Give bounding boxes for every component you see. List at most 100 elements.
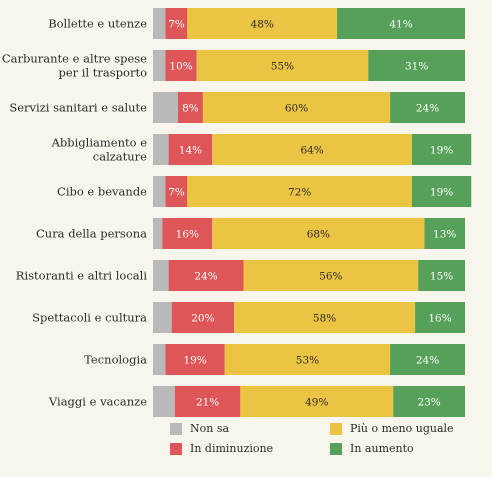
data-label: 8% bbox=[182, 103, 199, 115]
data-label: 20% bbox=[191, 313, 214, 325]
data-label: 53% bbox=[296, 355, 319, 367]
category-label: Carburante e altre spese per il trasporto bbox=[2, 52, 147, 80]
bar-segment bbox=[411, 176, 472, 207]
category-label-line: Abbigliamento e bbox=[51, 136, 148, 150]
bar-segment bbox=[153, 386, 175, 417]
data-label: 60% bbox=[285, 103, 308, 115]
data-label: 24% bbox=[416, 103, 439, 115]
legend-swatch-in-aumento bbox=[330, 442, 342, 455]
bar-segment bbox=[153, 50, 166, 81]
data-label: 15% bbox=[430, 271, 453, 283]
data-label: 31% bbox=[405, 61, 428, 73]
bar-segment bbox=[177, 92, 203, 123]
bar-segment bbox=[165, 8, 188, 39]
bar-segment bbox=[212, 218, 425, 249]
bar-segment bbox=[418, 260, 465, 291]
category-label: Servizi sanitari e salute bbox=[9, 101, 147, 115]
category-label-line: Bollette e utenze bbox=[48, 17, 147, 31]
bar-segment bbox=[415, 302, 465, 333]
bar-segment bbox=[153, 8, 166, 39]
data-label: 19% bbox=[430, 187, 453, 199]
legend-label-piu-o-meno-uguale: Più o meno uguale bbox=[350, 422, 454, 435]
category-label: Cura della persona bbox=[36, 227, 147, 241]
bar-segment bbox=[171, 302, 235, 333]
chart-legend: Non sa Più o meno uguale In diminuzione … bbox=[170, 422, 490, 462]
data-label: 14% bbox=[179, 145, 202, 157]
bar-segment bbox=[168, 260, 244, 291]
legend-label-in-diminuzione: In diminuzione bbox=[190, 442, 274, 455]
data-label: 16% bbox=[428, 313, 451, 325]
bar-segment bbox=[240, 386, 394, 417]
category-label-line: per il trasporto bbox=[58, 66, 147, 80]
data-label: 72% bbox=[288, 187, 311, 199]
category-label: Tecnologia bbox=[84, 353, 147, 367]
bar-segment bbox=[234, 302, 416, 333]
category-label-line: Ristoranti e altri locali bbox=[16, 269, 148, 283]
bar-segment bbox=[153, 218, 163, 249]
data-label: 23% bbox=[417, 397, 440, 409]
bar-segment bbox=[153, 260, 169, 291]
category-label: Spettacoli e cultura bbox=[32, 311, 147, 325]
legend-swatch-piu-o-meno-uguale bbox=[330, 422, 342, 435]
legend-item-non-sa: Non sa bbox=[170, 422, 229, 435]
data-label: 41% bbox=[389, 19, 412, 31]
data-label: 16% bbox=[176, 229, 199, 241]
bar-segment bbox=[212, 134, 412, 165]
data-label: 7% bbox=[168, 187, 185, 199]
data-label: 55% bbox=[271, 61, 294, 73]
category-label-line: Spettacoli e cultura bbox=[32, 311, 147, 325]
legend-item-in-diminuzione: In diminuzione bbox=[170, 442, 273, 455]
bar-segment bbox=[168, 134, 213, 165]
bar-segment bbox=[174, 386, 241, 417]
category-label: Ristoranti e altri locali bbox=[16, 269, 148, 283]
data-label: 48% bbox=[251, 19, 274, 31]
data-label: 10% bbox=[169, 61, 192, 73]
category-label: Cibo e bevande bbox=[57, 185, 147, 199]
legend-label-non-sa: Non sa bbox=[190, 422, 230, 435]
bar-segment bbox=[243, 260, 419, 291]
bar-segment bbox=[153, 344, 166, 375]
bar-segment bbox=[165, 344, 225, 375]
bar-segment bbox=[165, 176, 188, 207]
legend-label-in-aumento: In aumento bbox=[350, 442, 414, 455]
category-label-line: Cibo e bevande bbox=[57, 185, 147, 199]
data-label: 21% bbox=[196, 397, 219, 409]
bar-segment bbox=[390, 92, 465, 123]
data-label: 56% bbox=[319, 271, 342, 283]
data-label: 58% bbox=[313, 313, 336, 325]
data-label: 64% bbox=[300, 145, 323, 157]
category-label-line: Cura della persona bbox=[36, 227, 147, 241]
bar-segment bbox=[393, 386, 465, 417]
data-label: 24% bbox=[194, 271, 217, 283]
data-label: 68% bbox=[307, 229, 330, 241]
bar-segment bbox=[187, 176, 412, 207]
legend-item-in-aumento: In aumento bbox=[330, 442, 414, 455]
data-label: 24% bbox=[416, 355, 439, 367]
bar-segment bbox=[411, 134, 472, 165]
data-label: 19% bbox=[430, 145, 453, 157]
category-label: Bollette e utenze bbox=[48, 17, 147, 31]
data-label: 7% bbox=[168, 19, 185, 31]
data-label: 19% bbox=[183, 355, 206, 367]
legend-item-piu-o-meno-uguale: Più o meno uguale bbox=[330, 422, 454, 435]
bar-segment bbox=[165, 50, 197, 81]
category-label-line: Viaggi e vacanze bbox=[48, 395, 147, 409]
category-label: Abbigliamento e calzature bbox=[51, 136, 148, 164]
category-label: Viaggi e vacanze bbox=[48, 395, 147, 409]
bar-segment bbox=[153, 92, 178, 123]
bar-segment bbox=[153, 176, 166, 207]
bar-segment bbox=[153, 134, 169, 165]
legend-swatch-in-diminuzione bbox=[170, 442, 182, 455]
bar-segment bbox=[390, 344, 465, 375]
legend-swatch-non-sa bbox=[170, 422, 182, 435]
category-label-line: Servizi sanitari e salute bbox=[9, 101, 147, 115]
bar-segment bbox=[424, 218, 465, 249]
bar-segment bbox=[187, 8, 338, 39]
bar-segment bbox=[368, 50, 465, 81]
data-label: 13% bbox=[433, 229, 456, 241]
category-label-line: calzature bbox=[93, 150, 147, 164]
category-label-line: Carburante e altre spese bbox=[2, 52, 147, 66]
bar-segment bbox=[202, 92, 391, 123]
